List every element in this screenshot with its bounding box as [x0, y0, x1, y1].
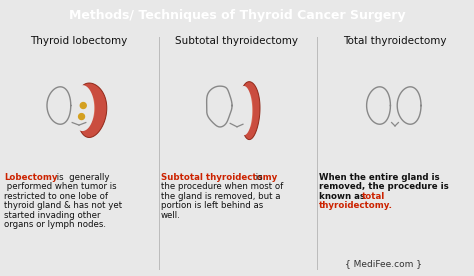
Polygon shape: [78, 91, 95, 125]
Text: removed, the procedure is: removed, the procedure is: [319, 182, 449, 191]
Text: Methods/ Techniques of Thyroid Cancer Surgery: Methods/ Techniques of Thyroid Cancer Su…: [69, 9, 405, 22]
Text: the gland is removed, but a: the gland is removed, but a: [161, 192, 281, 201]
Text: thyroidectomy.: thyroidectomy.: [319, 201, 393, 210]
Text: restricted to one lobe of: restricted to one lobe of: [4, 192, 108, 201]
Polygon shape: [76, 83, 107, 137]
Polygon shape: [239, 82, 260, 140]
Text: Subtotal thyroidectomy: Subtotal thyroidectomy: [175, 36, 299, 46]
Text: well.: well.: [161, 211, 181, 220]
Text: performed when tumor is: performed when tumor is: [4, 182, 117, 191]
Text: started invading other: started invading other: [4, 211, 100, 220]
Text: { MediFee.com }: { MediFee.com }: [345, 259, 422, 268]
Text: total: total: [362, 192, 385, 201]
Text: Lobectomy: Lobectomy: [4, 173, 57, 182]
Text: When the entire gland is: When the entire gland is: [319, 173, 439, 182]
Text: thyroid gland & has not yet: thyroid gland & has not yet: [4, 201, 122, 210]
Text: known as: known as: [319, 192, 368, 201]
Text: Total thyroidectomy: Total thyroidectomy: [343, 36, 447, 46]
Circle shape: [80, 103, 86, 108]
Text: is: is: [253, 173, 263, 182]
Text: portion is left behind as: portion is left behind as: [161, 201, 263, 210]
Text: organs or lymph nodes.: organs or lymph nodes.: [4, 221, 106, 229]
Polygon shape: [243, 92, 253, 129]
Text: the procedure when most of: the procedure when most of: [161, 182, 283, 191]
Circle shape: [79, 114, 84, 120]
Text: Subtotal thyroidectomy: Subtotal thyroidectomy: [161, 173, 277, 182]
Text: is  generally: is generally: [54, 173, 109, 182]
Polygon shape: [71, 85, 94, 131]
Polygon shape: [235, 86, 252, 135]
Text: Thyroid lobectomy: Thyroid lobectomy: [30, 36, 128, 46]
